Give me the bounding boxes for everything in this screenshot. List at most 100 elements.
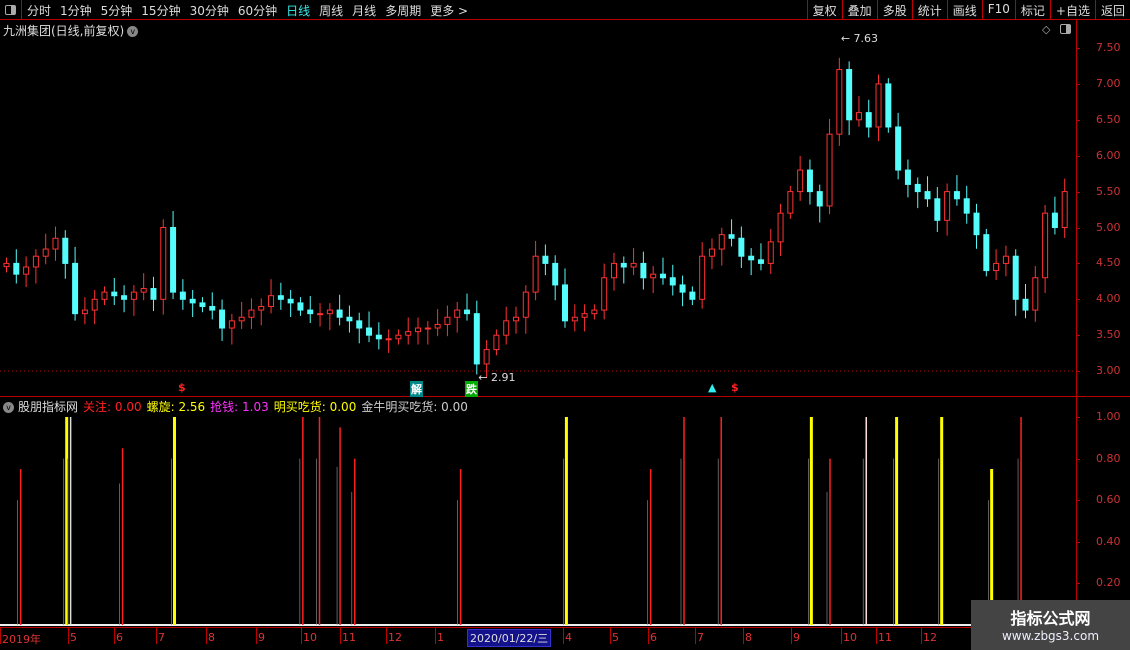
toolbar-button-3[interactable]: 统计 <box>911 0 947 20</box>
candle <box>317 303 324 327</box>
price-tick <box>1076 119 1080 121</box>
toolbar-button-4[interactable]: 画线 <box>946 0 982 20</box>
candle <box>1022 283 1029 319</box>
candle <box>581 304 588 332</box>
price-annotation: ← 7.63 <box>840 31 879 45</box>
tab-period-6[interactable]: 日线 <box>286 4 311 18</box>
toolbar-button-6[interactable]: 标记 <box>1014 0 1050 20</box>
date-separator <box>921 628 922 644</box>
stock-title: 九洲集团(日线,前复权) v <box>3 22 139 39</box>
candle <box>454 301 461 333</box>
candle <box>659 257 666 285</box>
date-separator <box>695 628 696 644</box>
candle <box>503 306 510 345</box>
indicator-tick-label: 0.80 <box>1096 451 1121 465</box>
toolbar-button-2[interactable]: 多股 <box>876 0 912 20</box>
tab-period-7[interactable]: 周线 <box>319 4 344 18</box>
price-tick <box>1076 191 1080 193</box>
price-tick-label: 7.50 <box>1096 41 1121 54</box>
indicator-tick <box>1076 458 1080 460</box>
tab-period-1[interactable]: 1分钟 <box>60 4 92 18</box>
candle <box>855 96 862 127</box>
indicator-bar <box>17 469 22 625</box>
indicator-bar <box>299 417 304 625</box>
indicator-bar <box>893 417 899 625</box>
candle <box>836 57 843 146</box>
candle <box>199 297 206 313</box>
date-label: 5 <box>612 631 619 644</box>
candle <box>170 210 177 300</box>
candle <box>101 286 108 306</box>
date-label: 10 <box>843 631 857 644</box>
candle <box>640 251 647 290</box>
date-separator <box>563 628 564 644</box>
pane-divider[interactable] <box>0 396 1130 397</box>
date-label: 9 <box>793 631 800 644</box>
toolbar-button-7[interactable]: +自选 <box>1049 0 1095 20</box>
date-label: 2019年 <box>2 633 41 646</box>
price-tick-label: 3.00 <box>1096 364 1121 378</box>
candle <box>944 183 951 236</box>
candle <box>297 297 304 316</box>
candle <box>179 279 186 310</box>
indicator-bar <box>316 417 321 625</box>
toolbar-button-8[interactable]: 返回 <box>1094 0 1130 20</box>
candle <box>415 317 422 345</box>
price-tick <box>1076 227 1080 229</box>
date-separator <box>743 628 744 644</box>
date-separator <box>114 628 115 644</box>
tab-period-3[interactable]: 15分钟 <box>141 4 181 18</box>
tab-period-5[interactable]: 60分钟 <box>237 4 278 18</box>
toolbar-button-1[interactable]: 叠加 <box>841 0 877 20</box>
signal-arrow-icon: ▲ <box>708 381 717 394</box>
candle <box>258 298 265 326</box>
date-separator <box>256 628 257 644</box>
candle <box>3 257 10 273</box>
indicator-bar <box>119 448 124 625</box>
date-separator <box>841 628 842 644</box>
date-separator <box>156 628 157 644</box>
legend-item: 明买吃货: 0.00 <box>273 400 357 414</box>
tab-period-9[interactable]: 多周期 <box>385 4 422 18</box>
indicator-bar <box>826 458 831 625</box>
toolbar-button-5[interactable]: F10 <box>981 0 1015 20</box>
date-label: 12 <box>923 631 937 644</box>
diamond-icon[interactable]: ◇ <box>1042 23 1051 36</box>
candle <box>248 298 255 329</box>
chevron-down-icon[interactable]: v <box>3 402 14 413</box>
candle <box>366 311 373 343</box>
tab-period-8[interactable]: 月线 <box>352 4 377 18</box>
candle <box>346 305 353 333</box>
date-label: 4 <box>565 631 572 644</box>
panel-icon[interactable] <box>1060 24 1071 34</box>
date-separator <box>206 628 207 644</box>
candle <box>689 286 696 306</box>
candle <box>757 243 764 271</box>
candle <box>189 289 196 318</box>
indicator-bar <box>563 417 568 625</box>
tab-period-2[interactable]: 5分钟 <box>100 4 133 18</box>
toolbar-button-0[interactable]: 复权 <box>806 0 842 20</box>
right-buttons: 复权 叠加 多股 统计 画线 F10 标记 +自选 返回 <box>806 0 1130 20</box>
chevron-down-icon[interactable]: v <box>127 26 139 37</box>
signal-arrow-icon: $ <box>178 381 186 394</box>
date-label: 8 <box>745 631 752 644</box>
candle <box>1042 205 1049 294</box>
candle <box>914 177 921 209</box>
date-label: 5 <box>70 631 77 644</box>
candle <box>895 112 902 180</box>
candle <box>953 175 960 206</box>
panel-toggle-button[interactable] <box>0 0 22 20</box>
signal-arrow-icon: $ <box>731 381 739 394</box>
tab-period-0[interactable]: 分时 <box>27 4 52 18</box>
indicator-bar <box>171 417 176 625</box>
price-tick <box>1076 299 1080 301</box>
date-label: 1 <box>437 631 444 644</box>
candle <box>738 226 745 268</box>
candle <box>336 294 343 326</box>
candle <box>464 293 471 321</box>
tab-period-4[interactable]: 30分钟 <box>189 4 229 18</box>
tab-period-10[interactable]: 更多 > <box>430 4 469 18</box>
candle <box>513 306 520 334</box>
